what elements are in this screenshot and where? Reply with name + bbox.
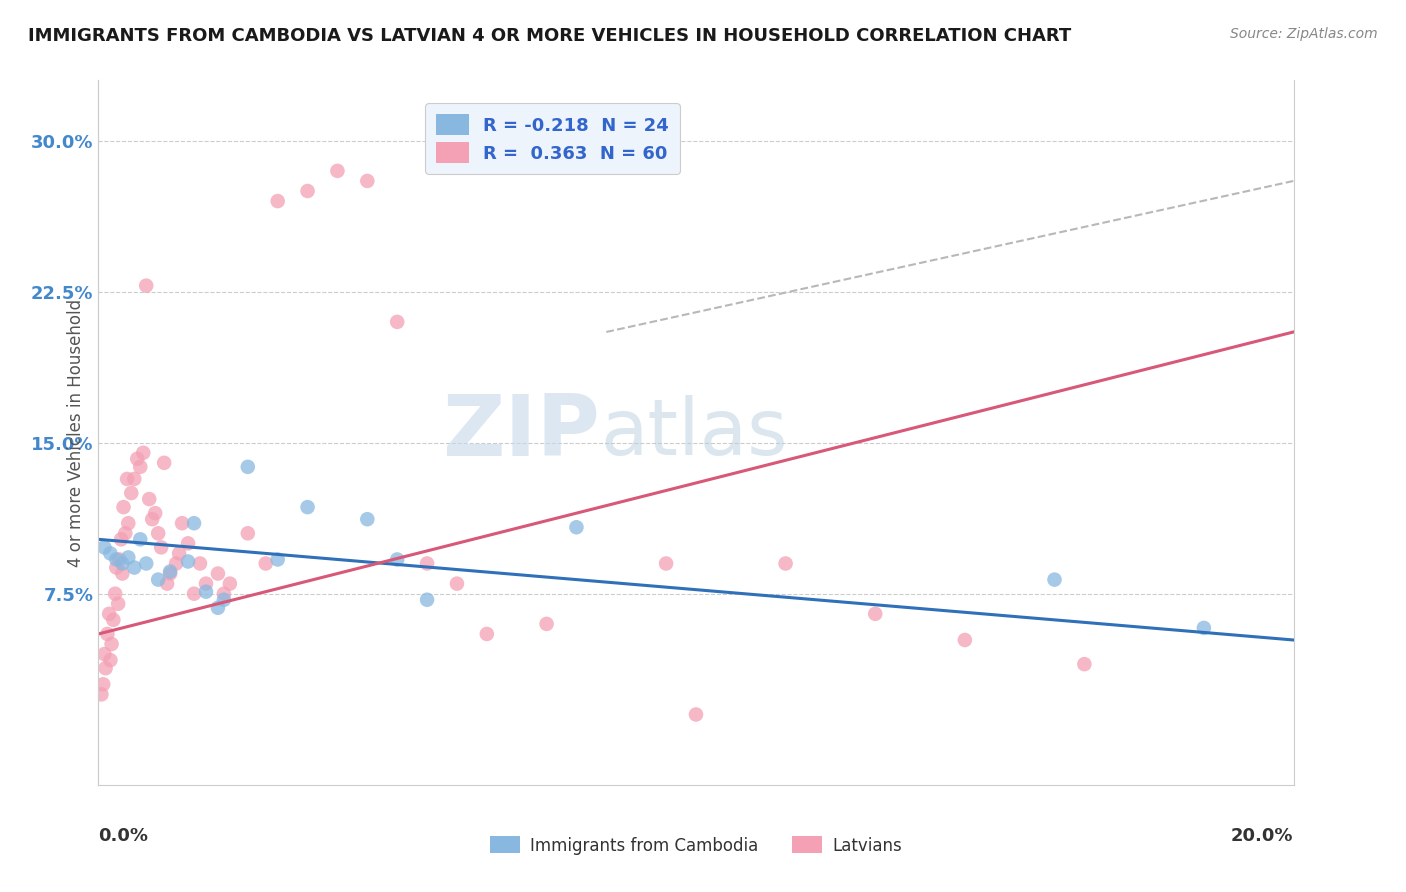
Point (117, 516, 139, 531)
Point (177, 554, 200, 568)
Point (536, 616, 558, 631)
Point (356, 174, 378, 188)
Point (267, 194, 290, 208)
Point (124, 472, 146, 486)
Text: ZIP: ZIP (443, 391, 600, 475)
Point (107, 597, 129, 611)
Point (195, 576, 218, 591)
Point (177, 536, 200, 550)
Point (148, 526, 170, 541)
Point (236, 459, 259, 474)
Point (167, 546, 190, 560)
Text: 20.0%: 20.0% (1232, 827, 1294, 846)
Point (865, 607, 887, 621)
Point (156, 576, 179, 591)
Point (120, 486, 142, 500)
Point (104, 587, 127, 601)
Point (103, 613, 125, 627)
Point (212, 592, 235, 607)
Point (117, 550, 139, 565)
Point (110, 533, 132, 547)
Point (326, 164, 349, 178)
Point (183, 516, 205, 531)
Point (93, 647, 115, 661)
Legend: Immigrants from Cambodia, Latvians: Immigrants from Cambodia, Latvians (484, 830, 908, 861)
Point (165, 557, 187, 571)
Point (148, 573, 170, 587)
Point (159, 566, 181, 581)
Point (475, 627, 498, 641)
Point (446, 576, 468, 591)
Point (207, 566, 229, 581)
Point (129, 459, 152, 474)
Point (212, 587, 235, 601)
Point (236, 526, 259, 541)
Point (127, 451, 149, 466)
Point (100, 637, 122, 651)
Point (153, 456, 176, 470)
Point (267, 552, 290, 566)
Point (93, 541, 115, 555)
Point (150, 541, 173, 555)
Point (953, 632, 976, 647)
Point (112, 500, 135, 515)
Point (124, 560, 146, 574)
Point (1043, 573, 1066, 587)
Point (297, 184, 319, 198)
Point (105, 560, 128, 574)
Point (207, 600, 229, 615)
Point (775, 557, 797, 571)
Point (91, 677, 114, 691)
Point (385, 552, 409, 566)
Point (219, 576, 242, 591)
Text: 0.0%: 0.0% (98, 827, 149, 846)
Point (108, 552, 131, 566)
Text: atlas: atlas (600, 394, 787, 471)
Point (105, 552, 128, 566)
Point (114, 526, 136, 541)
Point (183, 587, 205, 601)
Point (135, 557, 157, 571)
Point (195, 584, 218, 599)
Point (416, 557, 439, 571)
Point (143, 506, 166, 520)
Text: Source: ZipAtlas.com: Source: ZipAtlas.com (1230, 27, 1378, 41)
Point (565, 520, 588, 534)
Point (98, 607, 121, 621)
Point (129, 533, 152, 547)
Point (141, 512, 163, 526)
Point (188, 557, 211, 571)
Point (138, 491, 160, 506)
Point (655, 557, 678, 571)
Point (98, 546, 122, 560)
Point (115, 472, 138, 486)
Point (135, 278, 157, 293)
Text: IMMIGRANTS FROM CAMBODIA VS LATVIAN 4 OR MORE VEHICLES IN HOUSEHOLD CORRELATION : IMMIGRANTS FROM CAMBODIA VS LATVIAN 4 OR… (28, 27, 1071, 45)
Point (94, 661, 117, 675)
Point (254, 557, 277, 571)
Point (416, 592, 439, 607)
Y-axis label: 4 or more Vehicles in Household: 4 or more Vehicles in Household (66, 299, 84, 566)
Point (132, 446, 155, 460)
Point (1192, 621, 1215, 635)
Point (98, 653, 122, 667)
Point (111, 557, 134, 571)
Point (111, 566, 134, 581)
Point (297, 500, 319, 515)
Point (90, 687, 112, 701)
Point (356, 512, 378, 526)
Point (385, 315, 409, 329)
Point (172, 516, 194, 531)
Point (1073, 657, 1095, 672)
Point (96, 627, 118, 641)
Point (685, 707, 707, 722)
Point (159, 565, 181, 579)
